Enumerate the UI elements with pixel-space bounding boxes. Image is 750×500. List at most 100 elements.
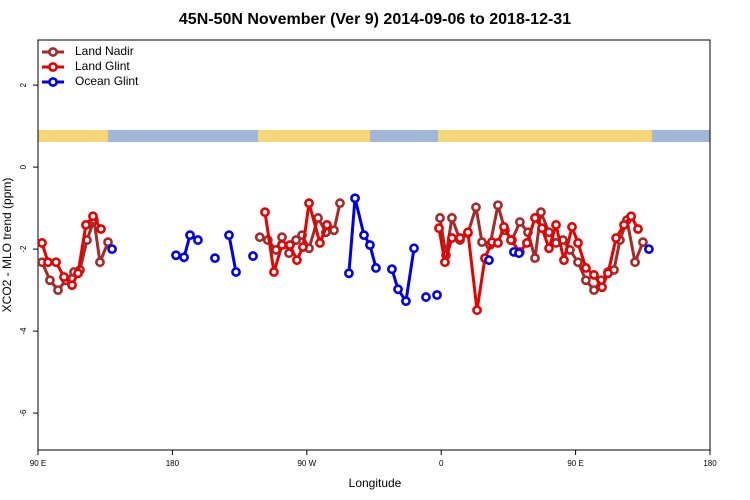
- data-point: [291, 235, 301, 245]
- data-point: [277, 232, 287, 243]
- x-tick-label: 180: [166, 459, 180, 468]
- data-point: [59, 272, 69, 282]
- data-point: [638, 237, 648, 248]
- data-point: [285, 240, 295, 250]
- legend-label: Land Nadir: [75, 44, 134, 58]
- data-point: [73, 268, 83, 279]
- data-point: [440, 257, 450, 268]
- chart-title: 45N-50N November (Ver 9) 2014-09-06 to 2…: [179, 11, 571, 28]
- data-point: [103, 237, 113, 248]
- data-point: [88, 211, 98, 222]
- data-point: [313, 213, 323, 223]
- data-point: [611, 233, 621, 243]
- data-point: [298, 242, 308, 252]
- data-point: [45, 275, 55, 286]
- data-point: [463, 227, 473, 238]
- x-tick-label: 180: [703, 459, 717, 468]
- land-strip: [438, 130, 652, 142]
- data-point: [514, 217, 525, 227]
- legend-marker: [48, 62, 58, 72]
- data-point: [421, 292, 431, 302]
- data-point: [536, 207, 546, 218]
- data-point: [522, 238, 532, 248]
- data-point: [493, 200, 503, 211]
- data-point: [51, 257, 61, 268]
- legend-label: Land Glint: [75, 59, 130, 73]
- legend-label: Ocean Glint: [75, 74, 139, 88]
- data-point: [530, 213, 540, 223]
- y-tick-label: -6: [19, 409, 28, 417]
- y-tick-label: 2: [19, 82, 28, 87]
- data-point: [619, 220, 629, 230]
- data-point: [589, 285, 599, 295]
- data-point: [484, 255, 494, 266]
- data-point: [365, 240, 375, 250]
- data-point: [171, 250, 181, 261]
- data-point: [435, 213, 445, 223]
- x-tick-label: 90 E: [567, 459, 583, 468]
- data-point: [477, 237, 487, 248]
- data-point: [644, 244, 654, 254]
- data-point: [210, 253, 220, 264]
- land-strip: [38, 130, 108, 142]
- data-point: [589, 270, 599, 280]
- data-point: [573, 238, 583, 248]
- data-point: [335, 198, 345, 209]
- data-point: [447, 233, 457, 243]
- map-strip: [38, 130, 710, 142]
- data-point: [344, 268, 354, 279]
- data-point: [277, 240, 287, 250]
- data-point: [231, 267, 241, 277]
- data-point: [248, 251, 258, 261]
- data-point: [371, 263, 381, 273]
- y-tick-label: -4: [19, 327, 28, 335]
- legend-marker: [48, 47, 58, 57]
- data-point: [567, 222, 577, 232]
- data-point: [530, 253, 540, 264]
- data-point: [96, 224, 106, 234]
- data-point: [581, 275, 591, 286]
- data-point: [393, 284, 403, 295]
- data-point: [350, 193, 360, 204]
- data-point: [224, 230, 234, 241]
- data-point: [626, 211, 637, 222]
- data-point: [597, 282, 607, 293]
- data-point: [434, 223, 444, 234]
- data-point: [506, 235, 516, 245]
- data-point: [633, 224, 643, 234]
- x-axis-label: Longitude: [349, 476, 402, 490]
- data-point: [254, 232, 265, 243]
- series-line: [437, 213, 640, 311]
- data-point: [315, 238, 325, 248]
- data-point: [43, 257, 53, 268]
- land-strip: [258, 130, 370, 142]
- data-point: [551, 220, 561, 230]
- x-tick-label: 0: [439, 459, 444, 468]
- data-point: [322, 220, 332, 230]
- y-tick-label: -2: [19, 245, 28, 253]
- data-point: [387, 264, 397, 275]
- data-point: [544, 243, 554, 254]
- data-point: [493, 238, 503, 248]
- data-point: [409, 243, 419, 254]
- data-point: [432, 290, 442, 300]
- data-point: [53, 285, 63, 295]
- y-tick-label: 0: [19, 164, 28, 169]
- data-point: [472, 305, 482, 316]
- data-point: [179, 252, 189, 263]
- data-point: [81, 220, 91, 230]
- data-point: [471, 202, 481, 213]
- data-point: [185, 230, 195, 241]
- data-point: [95, 257, 105, 268]
- y-axis-label: XCO2 - MLO trend (ppm): [0, 178, 14, 313]
- data-point: [37, 238, 47, 248]
- data-point: [269, 267, 279, 277]
- data-point: [537, 223, 547, 234]
- data-point: [559, 255, 569, 266]
- data-point: [329, 225, 339, 236]
- data-point: [193, 235, 203, 245]
- data-point: [304, 198, 314, 209]
- data-point: [573, 257, 583, 268]
- data-point: [514, 248, 524, 259]
